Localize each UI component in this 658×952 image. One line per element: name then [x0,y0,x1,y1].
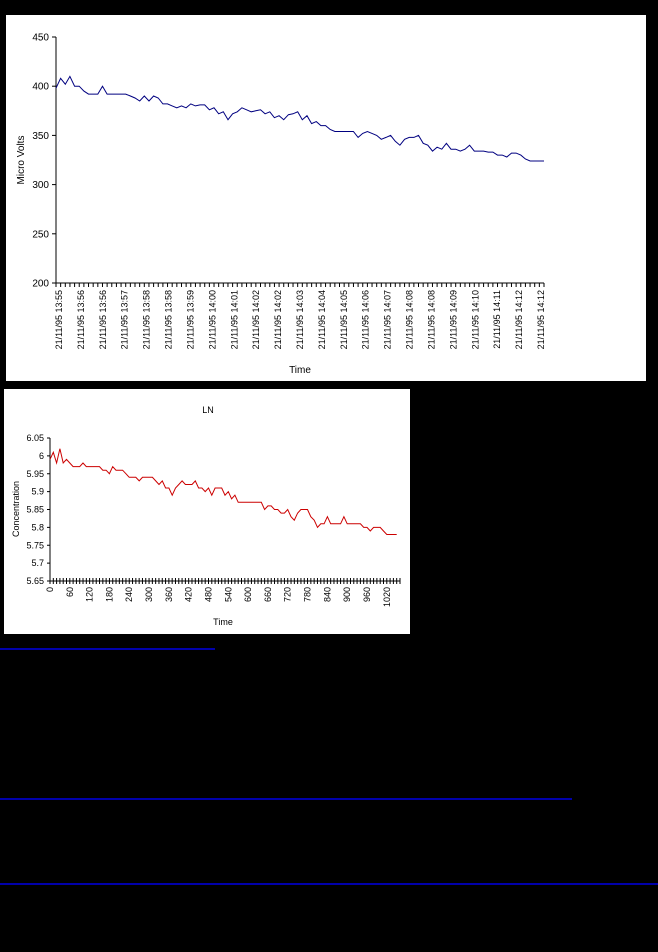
divider-rule-2 [0,798,572,800]
x-tick-label: 21/11/95 13:59 [185,290,195,349]
y-tick-label: 5.9 [31,487,44,497]
x-tick-label: 21/11/95 13:56 [98,290,108,349]
x-tick-label: 780 [303,587,313,602]
x-tick-label: 21/11/95 14:06 [361,290,371,349]
y-tick-label: 450 [32,33,49,44]
y-tick-label: 5.95 [26,469,44,479]
divider-rule-1 [0,648,215,650]
x-tick-label: 540 [223,587,233,602]
x-tick-label: 0 [45,587,55,592]
x-tick-label: 21/11/95 14:08 [405,290,415,349]
divider-rule-3 [0,883,658,885]
x-tick-label: 21/11/95 13:56 [76,290,86,349]
x-tick-label: 21/11/95 14:00 [207,290,217,349]
x-tick-label: 21/11/95 13:55 [54,290,64,349]
y-tick-label: 350 [32,131,49,142]
x-tick-label: 21/11/95 13:58 [142,290,152,349]
x-tick-label: 120 [85,587,95,602]
x-tick-label: 21/11/95 14:05 [339,290,349,349]
x-tick-label: 21/11/95 14:03 [295,290,305,349]
y-axis-label: Concentration [11,481,21,537]
y-tick-label: 5.8 [31,522,44,532]
x-tick-label: 21/11/95 14:12 [514,290,524,349]
x-tick-label: 720 [283,587,293,602]
x-axis-label: Time [289,365,311,376]
x-tick-label: 1020 [382,587,392,607]
y-tick-label: 5.75 [26,540,44,550]
x-tick-label: 21/11/95 13:58 [164,290,174,349]
x-tick-label: 420 [184,587,194,602]
x-tick-label: 240 [124,587,134,602]
chart-title: LN [202,405,214,415]
y-tick-label: 200 [32,279,49,290]
x-tick-label: 21/11/95 14:01 [229,290,239,349]
x-tick-label: 480 [203,587,213,602]
x-tick-label: 21/11/95 14:12 [536,290,546,349]
x-tick-label: 21/11/95 14:10 [470,290,480,349]
y-tick-label: 5.85 [26,505,44,515]
x-tick-label: 180 [104,587,114,602]
x-tick-label: 960 [362,587,372,602]
ln-chart: LN 5.65 5.7 5.75 5.8 5.85 5.9 5.95 6 6.05 0 60 120… [11,405,401,627]
y-tick-label: 250 [32,229,49,240]
x-tick-label: 21/11/95 14:11 [492,290,502,349]
x-tick-label: 21/11/95 13:57 [120,290,130,349]
x-tick-label: 600 [243,587,253,602]
x-tick-label: 900 [342,587,352,602]
x-tick-label: 360 [164,587,174,602]
x-tick-label: 840 [322,587,332,602]
chart-panel-voltage: 200 250 300 350 400 450 21/11/95 13:55 21/11/9… [6,15,646,381]
x-tick-label: 21/11/95 14:02 [251,290,261,349]
x-tick-label: 21/11/95 14:08 [426,290,436,349]
chart-panel-ln: LN 5.65 5.7 5.75 5.8 5.85 5.9 5.95 6 6.05 0 60 120… [4,389,410,634]
y-tick-label: 6.05 [26,433,44,443]
y-tick-label: 300 [32,180,49,191]
x-axis-label: Time [213,617,233,627]
y-tick-label: 6 [39,451,44,461]
y-axis-label: Micro Volts [16,136,27,185]
x-tick-label: 21/11/95 14:07 [383,290,393,349]
y-tick-label: 5.65 [26,576,44,586]
x-tick-label: 300 [144,587,154,602]
x-tick-label: 60 [65,587,75,597]
y-tick-label: 5.7 [31,558,44,568]
series-line [49,448,397,535]
x-tick-label: 21/11/95 14:02 [273,290,283,349]
x-tick-label: 21/11/95 14:09 [448,290,458,349]
voltage-chart: 200 250 300 350 400 450 21/11/95 13:55 21/11/9… [16,33,546,377]
y-tick-label: 400 [32,82,49,93]
series-line [55,75,544,162]
x-tick-label: 660 [263,587,273,602]
x-tick-label: 21/11/95 14:04 [317,290,327,349]
